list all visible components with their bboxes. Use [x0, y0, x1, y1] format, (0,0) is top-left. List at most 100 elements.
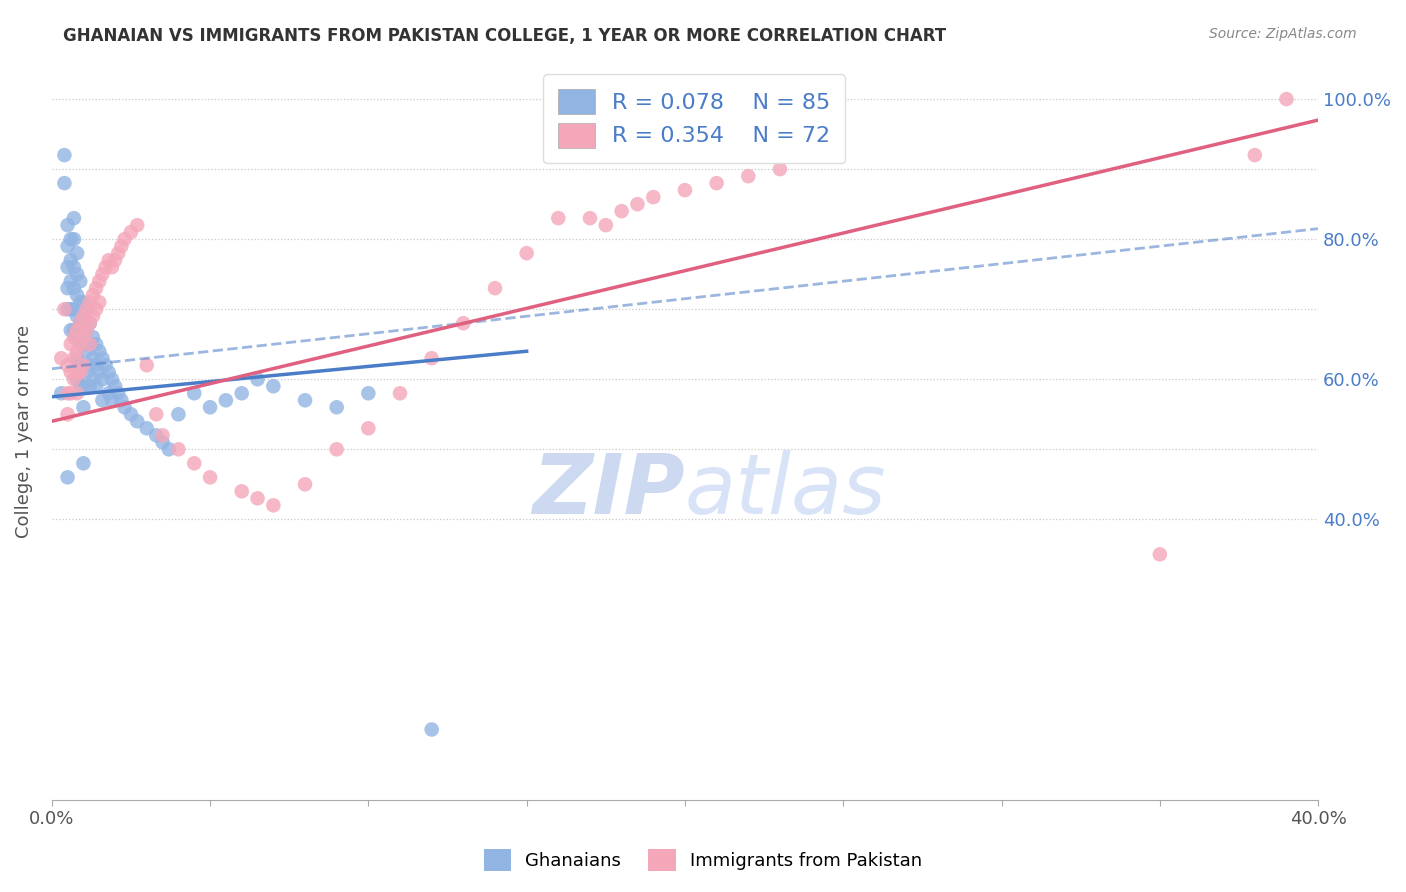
Legend: R = 0.078    N = 85, R = 0.354    N = 72: R = 0.078 N = 85, R = 0.354 N = 72	[543, 74, 845, 163]
Point	[198, 470, 221, 484]
Point	[246, 372, 269, 386]
Point	[59, 274, 82, 288]
Point	[79, 337, 101, 351]
Point	[72, 330, 94, 344]
Point	[91, 393, 114, 408]
Point	[69, 295, 91, 310]
Point	[66, 372, 89, 386]
Point	[1275, 92, 1298, 106]
Point	[59, 386, 82, 401]
Point	[89, 274, 111, 288]
Point	[127, 218, 149, 232]
Point	[97, 253, 120, 268]
Point	[79, 379, 101, 393]
Point	[72, 295, 94, 310]
Point	[72, 456, 94, 470]
Point	[72, 337, 94, 351]
Point	[325, 401, 347, 415]
Point	[101, 260, 124, 275]
Point	[59, 232, 82, 246]
Point	[246, 491, 269, 506]
Point	[135, 358, 157, 372]
Point	[84, 337, 107, 351]
Point	[63, 211, 86, 226]
Point	[66, 386, 89, 401]
Point	[66, 267, 89, 281]
Point	[82, 288, 104, 302]
Point	[114, 232, 136, 246]
Point	[84, 281, 107, 295]
Point	[420, 723, 443, 737]
Point	[595, 218, 617, 232]
Point	[626, 197, 648, 211]
Point	[72, 401, 94, 415]
Point	[51, 351, 73, 366]
Point	[66, 344, 89, 359]
Point	[262, 499, 284, 513]
Point	[1149, 547, 1171, 561]
Point	[76, 323, 98, 337]
Point	[1243, 148, 1265, 162]
Point	[63, 232, 86, 246]
Point	[59, 253, 82, 268]
Point	[59, 323, 82, 337]
Point	[63, 372, 86, 386]
Point	[56, 281, 79, 295]
Point	[69, 337, 91, 351]
Point	[325, 442, 347, 457]
Point	[53, 176, 76, 190]
Point	[66, 323, 89, 337]
Point	[110, 239, 132, 253]
Point	[94, 260, 117, 275]
Point	[769, 162, 792, 177]
Point	[643, 190, 665, 204]
Point	[82, 372, 104, 386]
Point	[76, 323, 98, 337]
Point	[63, 260, 86, 275]
Point	[76, 365, 98, 379]
Point	[69, 365, 91, 379]
Point	[79, 316, 101, 330]
Point	[82, 351, 104, 366]
Point	[56, 239, 79, 253]
Text: atlas: atlas	[685, 450, 887, 531]
Point	[72, 358, 94, 372]
Point	[135, 421, 157, 435]
Point	[110, 393, 132, 408]
Point	[91, 351, 114, 366]
Point	[357, 386, 380, 401]
Point	[357, 421, 380, 435]
Point	[69, 316, 91, 330]
Point	[56, 407, 79, 421]
Point	[56, 386, 79, 401]
Point	[97, 365, 120, 379]
Point	[104, 379, 127, 393]
Point	[294, 477, 316, 491]
Point	[89, 344, 111, 359]
Point	[167, 407, 190, 421]
Point	[107, 246, 129, 260]
Point	[56, 302, 79, 317]
Point	[66, 365, 89, 379]
Point	[104, 253, 127, 268]
Point	[69, 358, 91, 372]
Point	[84, 379, 107, 393]
Point	[91, 372, 114, 386]
Point	[53, 302, 76, 317]
Point	[56, 260, 79, 275]
Point	[72, 316, 94, 330]
Point	[79, 295, 101, 310]
Point	[59, 302, 82, 317]
Point	[101, 372, 124, 386]
Point	[66, 330, 89, 344]
Point	[516, 246, 538, 260]
Point	[63, 323, 86, 337]
Point	[579, 211, 602, 226]
Y-axis label: College, 1 year or more: College, 1 year or more	[15, 326, 32, 539]
Point	[56, 218, 79, 232]
Point	[66, 310, 89, 324]
Text: ZIP: ZIP	[533, 450, 685, 531]
Point	[82, 310, 104, 324]
Point	[215, 393, 238, 408]
Point	[79, 358, 101, 372]
